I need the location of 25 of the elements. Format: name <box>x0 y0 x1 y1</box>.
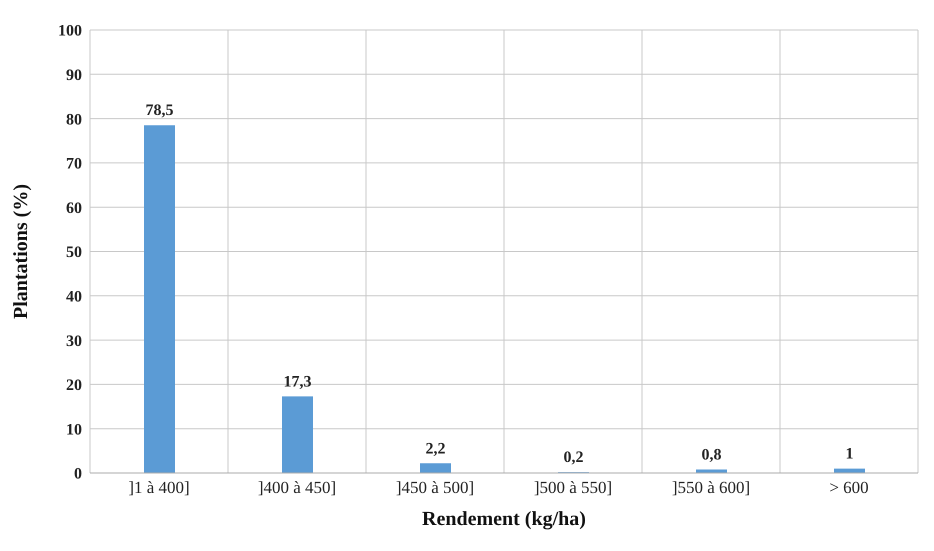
x-tick-label: ]1 à 400] <box>128 478 190 498</box>
data-label: 78,5 <box>146 102 174 120</box>
y-tick-label: 100 <box>58 22 82 40</box>
y-tick-label: 30 <box>66 332 82 350</box>
y-tick-label: 50 <box>66 244 82 262</box>
x-tick-label: ]400 à 450] <box>258 478 336 498</box>
y-tick-label: 10 <box>66 421 82 438</box>
y-tick-label: 60 <box>66 200 82 217</box>
y-axis-title: Plantations (%) <box>10 184 32 319</box>
y-tick-label: 40 <box>66 288 82 306</box>
y-tick-label: 70 <box>66 156 82 173</box>
x-tick-label: > 600 <box>829 478 869 498</box>
x-axis-title: Rendement (kg/ha) <box>422 508 586 530</box>
x-tick-label: ]450 à 500] <box>396 478 474 498</box>
data-label: 0,2 <box>564 449 584 466</box>
data-label: 2,2 <box>426 440 446 458</box>
x-tick-label: ]500 à 550] <box>534 478 612 498</box>
y-tick-label: 0 <box>74 466 82 483</box>
data-label: 17,3 <box>284 373 312 390</box>
x-tick-label: ]550 à 600] <box>672 478 750 498</box>
y-tick-label: 90 <box>66 66 82 84</box>
y-tick-label: 20 <box>66 377 82 394</box>
data-label: 1 <box>846 446 854 463</box>
data-label: 0,8 <box>702 446 722 464</box>
y-tick-label: 80 <box>66 111 82 128</box>
